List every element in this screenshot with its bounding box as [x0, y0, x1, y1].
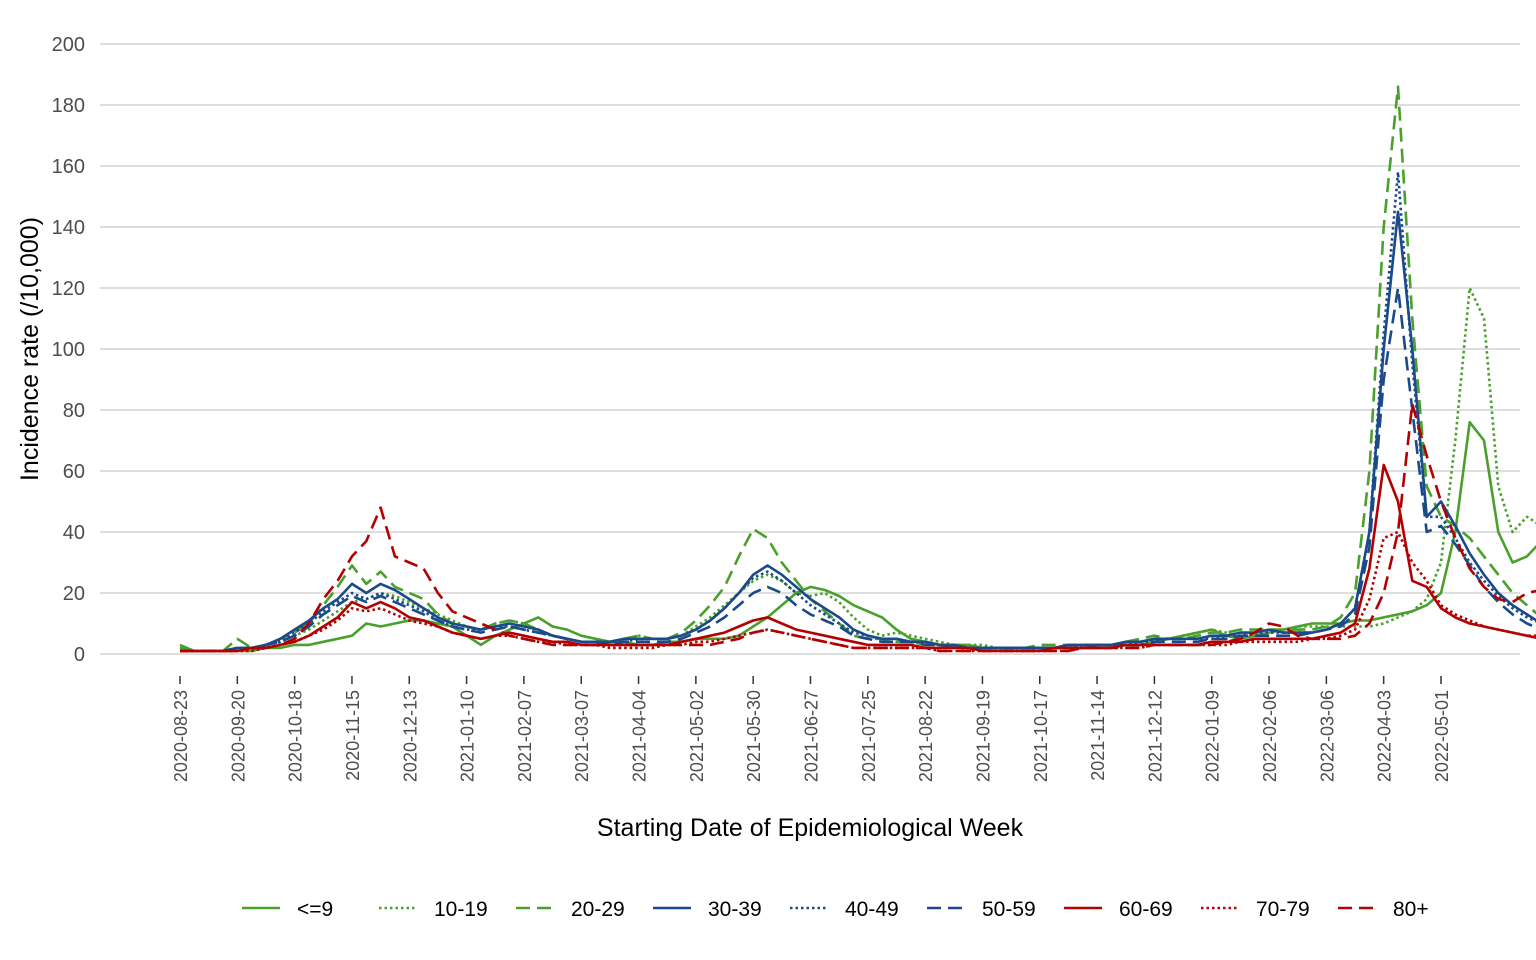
y-tick-label: 0 [74, 644, 85, 666]
legend-label: 10-19 [434, 898, 488, 921]
x-tick-label: 2021-09-19 [973, 690, 993, 782]
series-line-60-69 [180, 463, 1536, 653]
x-tick-label: 2020-12-13 [400, 690, 420, 782]
series-line-20-29 [179, 85, 1536, 653]
y-tick-label: 160 [52, 156, 85, 178]
y-tick-label: 80 [63, 400, 85, 422]
x-tick-label: 2021-11-14 [1088, 690, 1108, 781]
y-tick-label: 100 [52, 339, 85, 361]
legend-label: 40-49 [845, 898, 899, 921]
legend-label: 20-29 [571, 898, 625, 921]
y-tick-label: 60 [63, 461, 85, 483]
series-line-40-49 [180, 170, 1536, 653]
legend: <=9 10-19 20-29 30-39 40-49 50-59 60-69 70-79 80… [242, 898, 1429, 921]
y-tick-label: 200 [52, 34, 85, 56]
x-tick-label: 2022-04-03 [1375, 690, 1395, 782]
x-tick-label: 2021-04-04 [630, 690, 650, 782]
x-tick-label: 2020-10-18 [286, 690, 306, 782]
x-tick-label: 2020-11-15 [343, 690, 363, 781]
y-axis-label: Incidence rate (/10,000) [16, 217, 44, 481]
y-tick-label: 20 [63, 583, 85, 605]
gridlines [100, 43, 1520, 655]
x-tick-label: 2021-10-17 [1031, 690, 1051, 782]
x-tick-label: 2021-08-22 [916, 690, 936, 782]
x-tick-label: 2021-05-02 [687, 690, 707, 782]
x-axis-label: Starting Date of Epidemiological Week [597, 814, 1024, 842]
series-line-50-59 [180, 286, 1536, 653]
y-tick-label: 40 [63, 522, 85, 544]
x-tick-label: 2021-06-27 [802, 690, 822, 782]
x-tick-label: 2022-03-06 [1317, 690, 1337, 782]
x-tick-label: 2021-03-07 [572, 690, 592, 782]
legend-label: 60-69 [1119, 898, 1173, 921]
x-tick-label: 2022-01-09 [1203, 690, 1223, 782]
y-tick-label: 140 [52, 217, 85, 239]
x-tick-label: 2022-05-01 [1432, 690, 1452, 782]
legend-label: 70-79 [1256, 898, 1310, 921]
y-tick-label: 120 [52, 278, 85, 300]
x-tick-label: 2021-05-30 [744, 690, 764, 782]
series-line-80+ [180, 402, 1536, 653]
x-tick-label: 2021-01-10 [458, 690, 478, 782]
legend-label: 80+ [1393, 898, 1429, 921]
series-line-<=9 [179, 420, 1536, 653]
x-tick-label: 2020-08-23 [171, 690, 191, 782]
x-tick-label: 2020-09-20 [228, 690, 248, 782]
series-lines [179, 85, 1536, 653]
legend-label: <=9 [297, 898, 333, 921]
x-tick-label: 2022-02-06 [1260, 690, 1280, 782]
y-tick-label: 180 [52, 95, 85, 117]
legend-label: 50-59 [982, 898, 1036, 921]
legend-label: 30-39 [708, 898, 762, 921]
x-tick-label: 2021-02-07 [515, 690, 535, 782]
x-axis-ticks: 2020-08-23 2020-09-20 2020-10-18 2020-11-15… [171, 676, 1452, 782]
x-tick-label: 2021-07-25 [859, 690, 879, 782]
y-axis-ticks: 0 20 40 60 80 100 120 140 160 180 200 [52, 34, 85, 666]
x-tick-label: 2021-12-12 [1145, 690, 1165, 782]
series-line-30-39 [180, 210, 1536, 653]
